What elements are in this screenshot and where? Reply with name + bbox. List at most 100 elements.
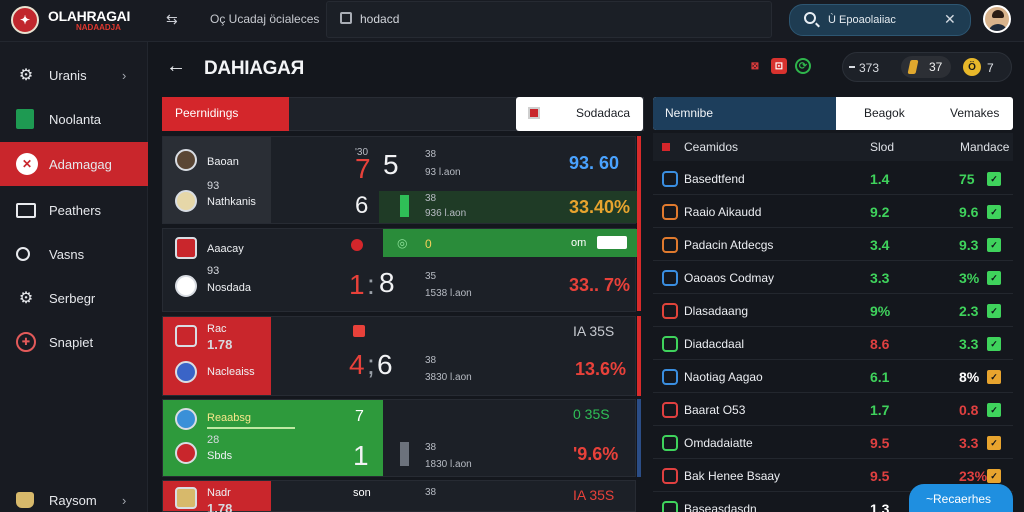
table-row[interactable]: Omdadaiatte 9.5 3.3 ✓ <box>653 427 1013 459</box>
row-value[interactable]: 3.3 <box>959 435 979 451</box>
back-icon[interactable]: ← <box>166 55 186 77</box>
row-value[interactable]: 3.4 <box>870 237 890 253</box>
check-icon[interactable]: ✓ <box>987 436 1001 450</box>
row-value[interactable]: 75 <box>959 171 975 187</box>
row-value[interactable]: 3.3 <box>959 336 979 352</box>
balance-c[interactable]: 7 <box>987 61 994 75</box>
row-value[interactable]: 1.3 <box>870 501 890 512</box>
match-row[interactable]: Aaacay 93 Nosdada ◎ 0 om 1 : 8 35 1538 l… <box>162 228 637 312</box>
topbar-query-label[interactable]: Oç Ucadaj öcialeces <box>210 12 320 26</box>
badge-icon: ✚ <box>16 332 36 352</box>
check-icon[interactable]: ✓ <box>987 271 1001 285</box>
refresh-icon[interactable]: ⟳ <box>795 58 811 74</box>
sidebar-item-vasns[interactable]: Vasns <box>0 232 148 276</box>
odds-value[interactable]: 33.. 7% <box>569 275 631 295</box>
row-value[interactable]: 0.8 <box>959 402 979 418</box>
score-home: 1 <box>353 440 369 471</box>
ticket-icon[interactable] <box>340 12 352 24</box>
banner-right-label: om <box>571 237 587 249</box>
notification-icon[interactable]: ⊡ <box>771 58 787 74</box>
team-avatar <box>175 149 197 171</box>
tab-beagok[interactable]: Beagok <box>864 106 905 120</box>
check-icon[interactable]: ✓ <box>987 337 1001 351</box>
user-avatar[interactable] <box>983 5 1011 33</box>
score-mini: 93 l.aon <box>425 167 461 178</box>
odds-value[interactable]: '9.6% <box>573 444 619 464</box>
market-tag: IA 35S <box>573 487 615 503</box>
row-value[interactable]: 1.7 <box>870 402 890 418</box>
row-value[interactable]: 8% <box>959 369 980 385</box>
row-value[interactable]: 9.5 <box>870 468 890 484</box>
row-value[interactable]: 9.5 <box>870 435 890 451</box>
row-name: Omdadaiatte <box>684 436 753 450</box>
search-bar[interactable]: Ù Epoaolaiiac ✕ <box>789 4 971 36</box>
row-value[interactable]: 9.6 <box>959 204 979 220</box>
row-value[interactable]: 9.2 <box>870 204 890 220</box>
tab-label: Peernidings <box>175 106 239 120</box>
table-row[interactable]: Raaio Aikaudd 9.2 9.6 ✓ <box>653 196 1013 228</box>
balance-b-pill[interactable]: 37 <box>901 56 951 78</box>
sidebar-item-raysom[interactable]: Raysom › <box>0 478 148 512</box>
row-value[interactable]: 8.6 <box>870 336 890 352</box>
row-value[interactable]: 9.3 <box>959 237 979 253</box>
match-row[interactable]: Nadr 1.78 son 38 IA 35S <box>162 480 636 512</box>
sidebar-item-uranis[interactable]: ⚙ Uranis › <box>0 53 148 97</box>
tab-peernidings[interactable] <box>162 97 289 131</box>
row-value[interactable]: 3% <box>959 270 980 286</box>
sidebar-item-label: Snapiet <box>49 334 94 350</box>
coin-icon[interactable]: Ö <box>963 58 981 76</box>
topbar-ticket-label[interactable]: hodacd <box>360 12 400 26</box>
table-row[interactable]: Baarat O53 1.7 0.8 ✓ <box>653 394 1013 426</box>
match-teams <box>163 400 383 476</box>
brand-name[interactable]: OLAHRAGAI <box>48 8 131 24</box>
team-avatar <box>175 275 197 297</box>
table-row[interactable]: Baseasdasdn 1.3 <box>653 493 1013 512</box>
row-value[interactable]: 3.3 <box>870 270 890 286</box>
check-icon[interactable]: ✓ <box>987 304 1001 318</box>
row-value[interactable]: 9% <box>870 303 891 319</box>
row-value[interactable]: 6.1 <box>870 369 890 385</box>
tab-nemnibe[interactable] <box>653 97 836 130</box>
sidebar-item-adamagag[interactable]: ✕ Adamagag <box>0 142 148 186</box>
row-value[interactable]: 2.3 <box>959 303 979 319</box>
table-row[interactable]: Padacin Atdecgs 3.4 9.3 ✓ <box>653 229 1013 261</box>
match-row[interactable]: Reaabsg 28 Sbds 7 1 38 1830 l.aon 0 35S … <box>162 399 636 477</box>
match-banner[interactable] <box>383 229 637 257</box>
row-value[interactable]: 1.4 <box>870 171 890 187</box>
match-row[interactable]: Baoan 93 Nathkanis '30 7 5 38 93 l.aon 6… <box>162 136 637 224</box>
target-icon: ◎ <box>397 236 408 250</box>
table-row[interactable]: Naotiag Aagao 6.1 8% ✓ <box>653 361 1013 393</box>
sidebar-item-noolanta[interactable]: Noolanta <box>0 97 148 141</box>
sidebar-item-snapiet[interactable]: ✚ Snapiet <box>0 320 148 364</box>
check-icon[interactable]: ✓ <box>987 469 1001 483</box>
brand-logo-icon[interactable]: ✦ <box>11 6 39 34</box>
flag-icon[interactable]: ⊠ <box>750 60 760 72</box>
check-icon[interactable]: ✓ <box>987 238 1001 252</box>
match-row[interactable]: Rac 1.78 Nacleaiss 4 ; 6 38 3830 l.aon I… <box>162 316 636 396</box>
odds-value[interactable]: 93. 60 <box>569 153 620 173</box>
table-row[interactable]: Diadacdaal 8.6 3.3 ✓ <box>653 328 1013 360</box>
check-icon[interactable]: ✓ <box>987 403 1001 417</box>
sidebar-item-serbegr[interactable]: ⚙ Serbegr <box>0 276 148 320</box>
check-icon[interactable]: ✓ <box>987 172 1001 186</box>
search-icon[interactable] <box>804 12 816 24</box>
flag-icon <box>528 107 540 119</box>
sidebar-item-peathers[interactable]: Peathers <box>0 188 148 232</box>
top-number: 7 <box>355 408 364 425</box>
table-row[interactable]: Bak Henee Bsaay 9.5 23% ✓ <box>653 460 1013 492</box>
odds-value[interactable]: 33.40% <box>569 197 631 217</box>
close-icon[interactable]: ✕ <box>944 11 956 27</box>
balance-a[interactable]: 373 <box>859 61 880 75</box>
more-button[interactable] <box>909 484 1013 512</box>
table-row[interactable]: Dlasadaang 9% 2.3 ✓ <box>653 295 1013 327</box>
table-row[interactable]: Basedtfend 1.4 75 ✓ <box>653 163 1013 195</box>
odds-value[interactable]: 13.6% <box>575 359 627 379</box>
check-icon[interactable]: ✓ <box>987 370 1001 384</box>
check-icon[interactable]: ✓ <box>987 205 1001 219</box>
score-home: 4 <box>349 349 365 380</box>
search-input[interactable]: Ù Epoaolaiiac <box>828 14 896 26</box>
swap-icon[interactable]: ⇆ <box>166 11 178 27</box>
table-row[interactable]: Oaoaos Codmay 3.3 3% ✓ <box>653 262 1013 294</box>
row-value[interactable]: 23% <box>959 468 988 484</box>
tab-vemakes[interactable]: Vemakes <box>950 106 1000 120</box>
